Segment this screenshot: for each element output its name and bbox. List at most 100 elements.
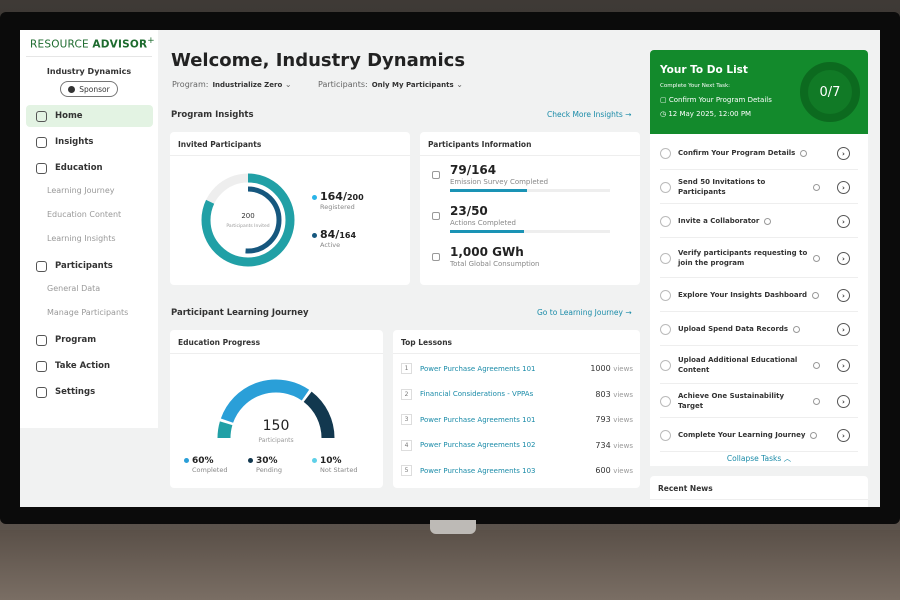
section-title: Participant Learning Journey — [171, 308, 309, 318]
progress-legend-item: 30% Pending — [248, 456, 282, 474]
info-progress-bar — [450, 189, 610, 192]
lesson-row[interactable]: 4 Power Purchase Agreements 102 734 views — [401, 439, 633, 451]
help-icon[interactable] — [800, 150, 808, 157]
lesson-row[interactable]: 1 Power Purchase Agreements 101 1000 views — [401, 363, 633, 374]
chevron-right-circle-icon[interactable]: › — [837, 181, 850, 194]
chevron-down-icon: ⌄ — [284, 80, 292, 89]
lesson-row[interactable]: 2 Financial Considerations - VPPAs 803 vie… — [401, 388, 633, 400]
chevron-right-circle-icon[interactable]: › — [837, 147, 850, 160]
chevron-right-circle-icon[interactable]: › — [837, 215, 850, 228]
chevron-right-circle-icon[interactable]: › — [837, 395, 850, 408]
help-icon[interactable] — [812, 292, 820, 299]
task-item[interactable]: Upload Spend Data Records › — [660, 314, 858, 346]
sidebar-item-label: Home — [55, 111, 83, 121]
lesson-row[interactable]: 3 Power Purchase Agreements 101 793 views — [401, 414, 633, 425]
chevron-up-icon: ︿ — [783, 454, 792, 463]
sidebar-item[interactable]: Take Action — [26, 355, 153, 377]
task-checkbox[interactable] — [660, 290, 671, 301]
logo[interactable]: RESOURCE ADVISOR+ — [30, 36, 155, 51]
lesson-views: 803 views — [595, 389, 633, 399]
task-checkbox[interactable] — [660, 396, 671, 407]
task-checkbox[interactable] — [660, 324, 671, 335]
task-item[interactable]: Invite a Collaborator › — [660, 206, 858, 238]
help-icon[interactable] — [813, 184, 820, 191]
collapse-tasks-button[interactable]: Collapse Tasks ︿ — [726, 454, 792, 463]
chevron-right-circle-icon[interactable]: › — [837, 323, 850, 336]
lesson-link[interactable]: Power Purchase Agreements 102 — [420, 441, 536, 449]
sidebar-subitem[interactable]: Manage Participants — [47, 308, 129, 317]
task-item[interactable]: Confirm Your Program Details › — [660, 138, 858, 170]
help-icon[interactable] — [813, 398, 820, 405]
gauge-center-value: 150 — [263, 418, 290, 434]
sidebar-item[interactable]: Program — [26, 329, 153, 351]
task-checkbox[interactable] — [660, 216, 671, 227]
sidebar-subitem[interactable]: Education Content — [47, 210, 122, 219]
progress-fill — [450, 230, 524, 233]
go-to-learning-journey-link[interactable]: Go to Learning Journey → — [537, 308, 632, 317]
task-item[interactable]: Send 50 Invitations to Participants › — [660, 172, 858, 204]
info-progress-bar — [450, 230, 610, 233]
sidebar-item[interactable]: Insights — [26, 131, 153, 153]
sidebar-subitem[interactable]: Learning Journey — [47, 186, 115, 195]
card-title: Participants Information — [420, 132, 640, 156]
arrow-right-icon: → — [625, 308, 632, 317]
task-checkbox[interactable] — [660, 430, 671, 441]
lesson-link[interactable]: Power Purchase Agreements 101 — [420, 364, 536, 373]
lesson-link[interactable]: Power Purchase Agreements 101 — [420, 415, 536, 424]
task-checkbox[interactable] — [660, 360, 671, 371]
recent-news-card: Recent News — [650, 476, 868, 507]
gauge-pending-arc — [303, 391, 335, 439]
sidebar-subitem[interactable]: Learning Insights — [47, 234, 116, 243]
lesson-link[interactable]: Power Purchase Agreements 103 — [420, 466, 536, 475]
chevron-right-circle-icon[interactable]: › — [837, 252, 850, 265]
progress-fill — [450, 189, 527, 192]
task-item[interactable]: Complete Your Learning Journey › — [660, 420, 858, 452]
help-icon[interactable] — [813, 255, 820, 262]
task-item[interactable]: Verify participants requesting to join t… — [660, 240, 858, 278]
lesson-rank: 3 — [401, 414, 412, 425]
todo-title: Your To Do List — [660, 64, 748, 76]
participants-icon — [36, 260, 47, 272]
book-icon — [36, 162, 47, 174]
task-item[interactable]: Upload Additional Educational Content › — [660, 348, 858, 384]
lesson-row[interactable]: 5 Power Purchase Agreements 103 600 views — [401, 465, 633, 476]
help-icon[interactable] — [764, 218, 772, 225]
sidebar-subitem[interactable]: General Data — [47, 284, 101, 293]
sponsor-icon — [68, 85, 76, 93]
info-icon — [432, 212, 440, 220]
next-task[interactable]: ▢ Confirm Your Program Details — [660, 96, 772, 104]
task-checkbox[interactable] — [660, 253, 671, 264]
sidebar-item[interactable]: Settings — [26, 381, 153, 403]
info-label: Emission Survey Completed — [450, 178, 549, 186]
top-lessons-card: Top Lessons 1 Power Purchase Agreements 1… — [393, 330, 640, 488]
sidebar-item[interactable]: Education — [26, 157, 153, 179]
help-icon[interactable] — [793, 326, 801, 333]
check-more-insights-link[interactable]: Check More Insights → — [547, 110, 632, 119]
sidebar-item[interactable]: Home — [26, 105, 153, 127]
gauge-center-label: Participants — [258, 437, 293, 444]
action-icon — [36, 360, 47, 372]
lesson-views: 600 views — [595, 466, 633, 475]
task-checkbox[interactable] — [660, 182, 671, 193]
chevron-right-circle-icon[interactable]: › — [837, 429, 850, 442]
chevron-right-circle-icon[interactable]: › — [837, 359, 850, 372]
task-item[interactable]: Achieve One Sustainability Target › — [660, 386, 858, 418]
lesson-views: 734 views — [595, 440, 633, 450]
lesson-views: 1000 views — [590, 364, 633, 373]
task-checkbox[interactable] — [660, 148, 671, 159]
next-task-date: ◷ 12 May 2025, 12:00 PM — [660, 110, 752, 118]
education-progress-card: Education Progress 150 Participants 60% C… — [170, 330, 383, 488]
sidebar-item[interactable]: Participants — [26, 255, 153, 277]
page-title: Welcome, Industry Dynamics — [171, 50, 466, 71]
card-title: Recent News — [650, 476, 868, 500]
program-filter[interactable]: Program: Industrialize Zero ⌄ — [172, 80, 292, 89]
help-icon[interactable] — [813, 362, 820, 369]
lesson-link[interactable]: Financial Considerations - VPPAs — [420, 390, 534, 398]
desk — [0, 530, 900, 600]
task-item[interactable]: Explore Your Insights Dashboard › — [660, 280, 858, 312]
participants-filter[interactable]: Participants: Only My Participants ⌄ — [318, 80, 463, 89]
chevron-right-circle-icon[interactable]: › — [837, 289, 850, 302]
home-icon — [36, 110, 47, 122]
progress-legend-item: 10% Not Started — [312, 456, 357, 474]
help-icon[interactable] — [810, 432, 818, 439]
